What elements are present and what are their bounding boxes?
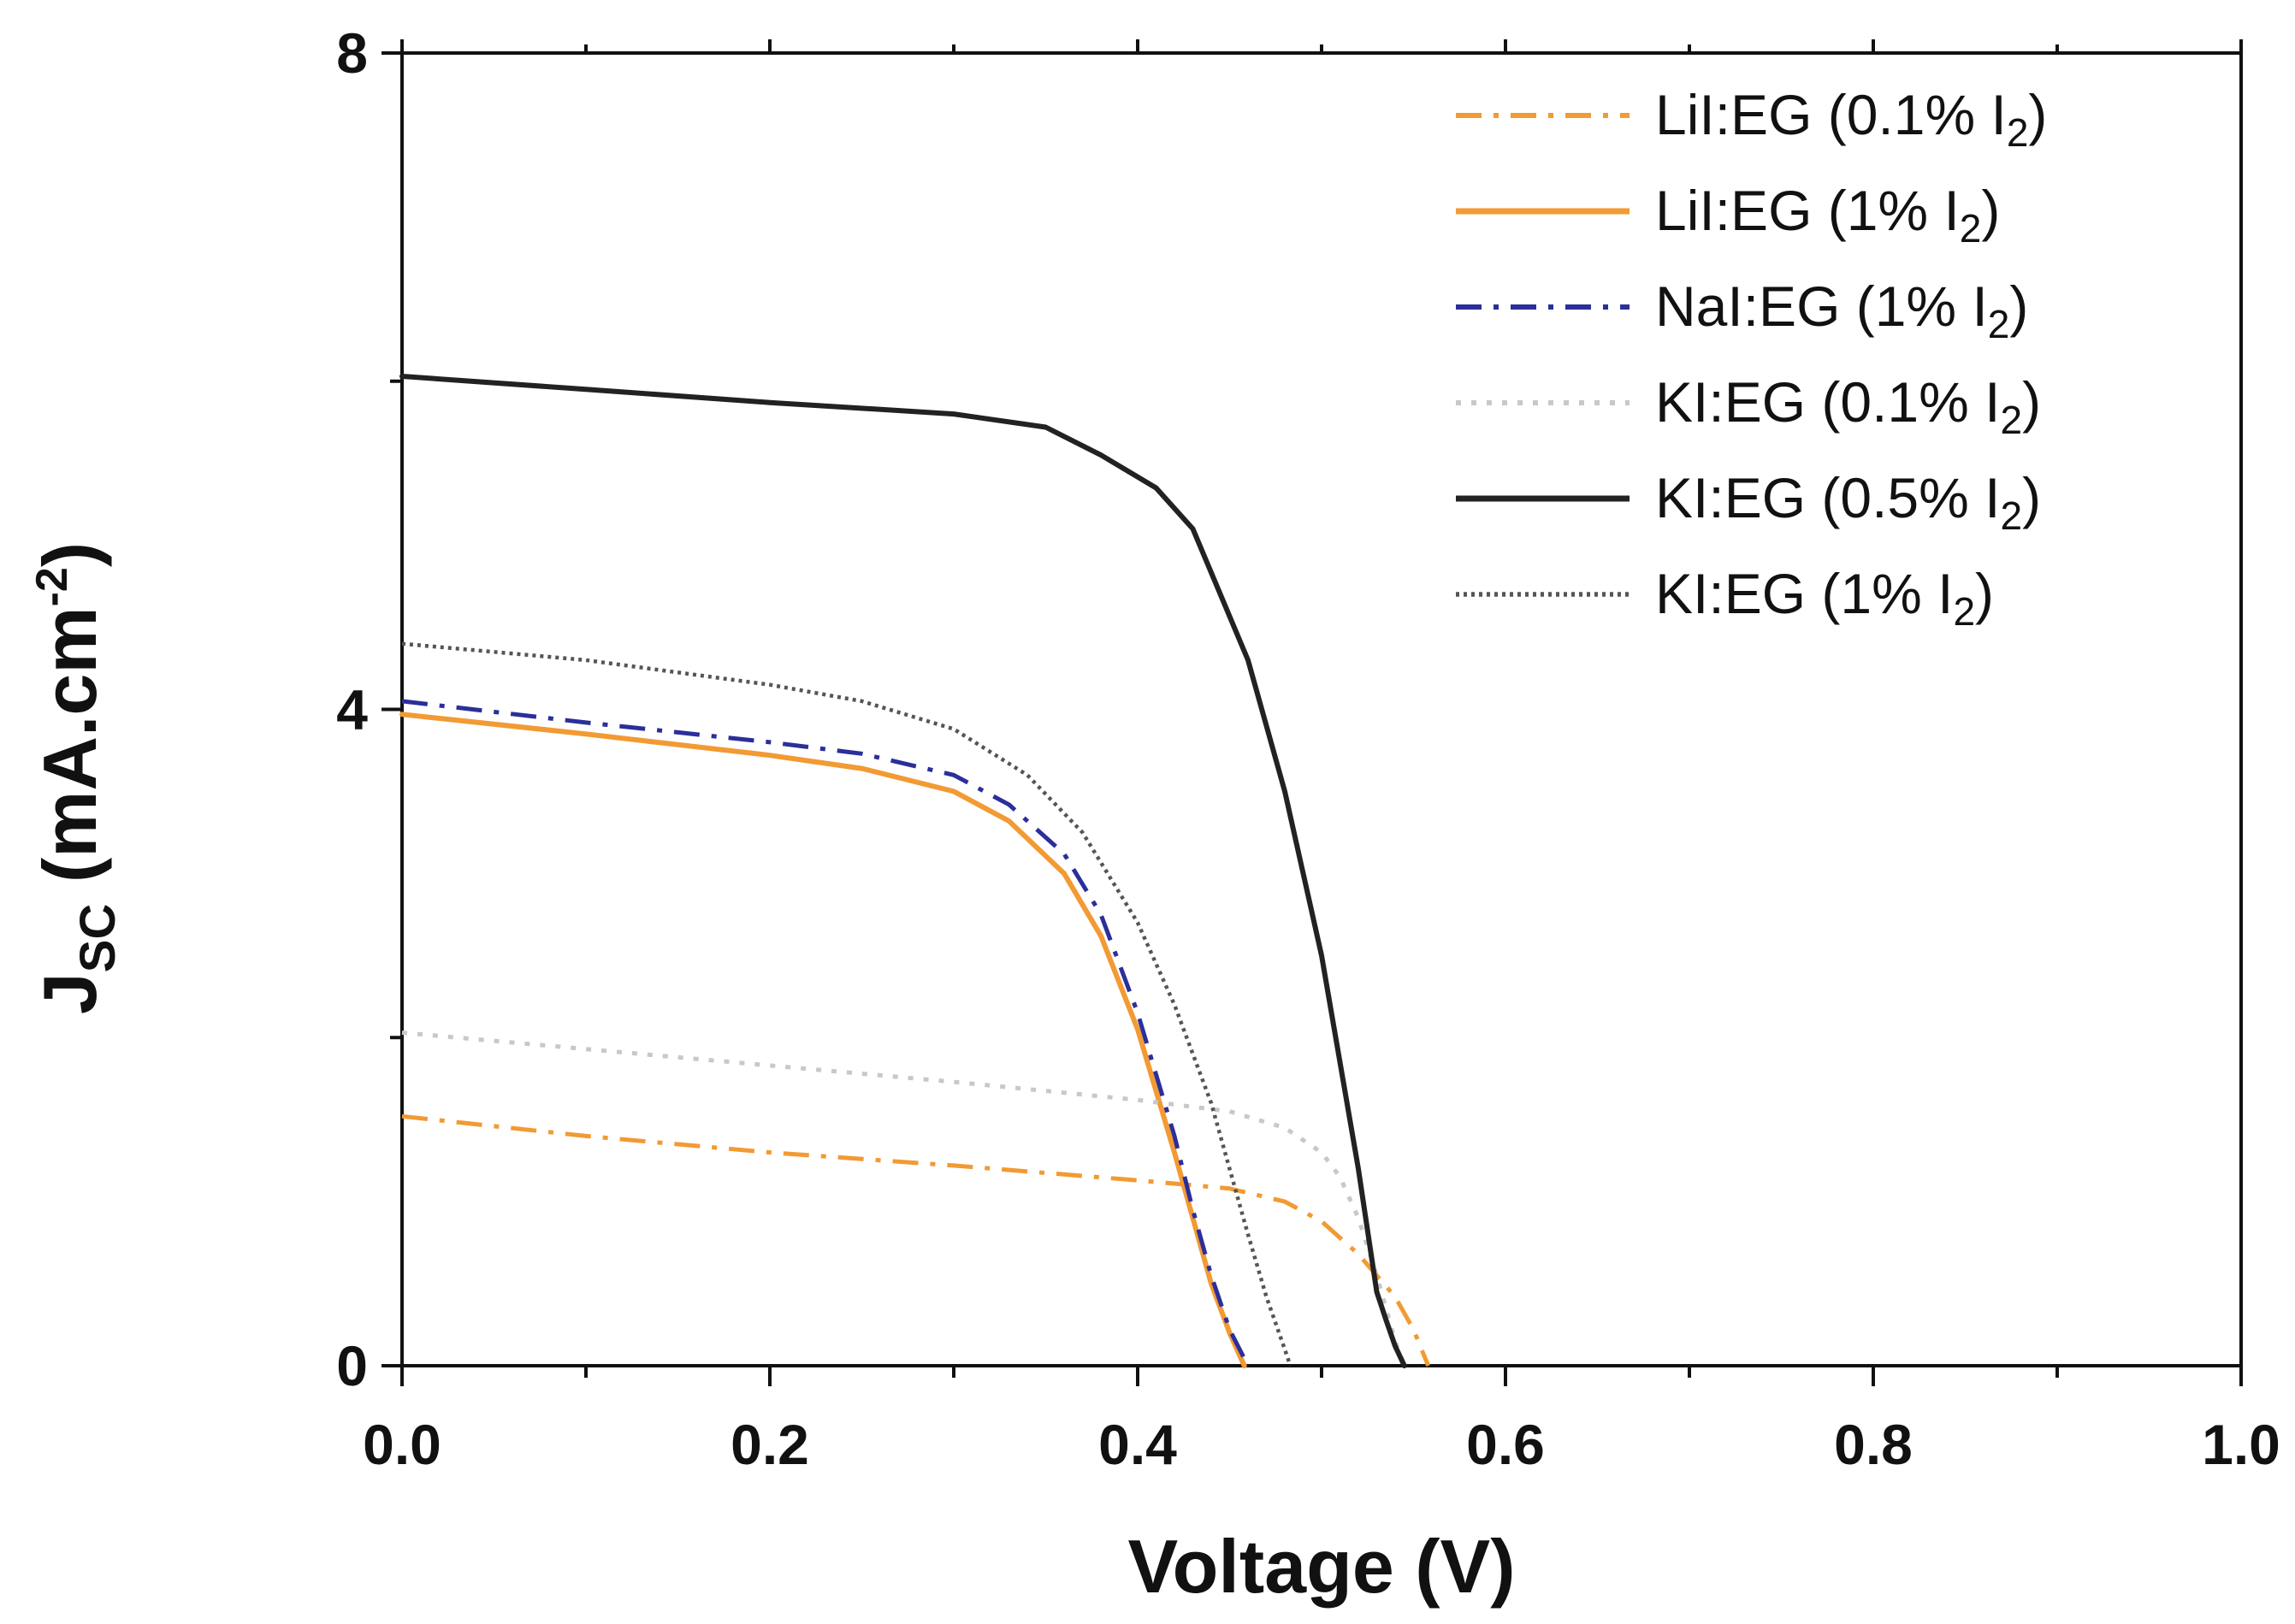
x-tick-label: 1.0	[2202, 1413, 2280, 1476]
axis-ticks: 0.0 0.2 0.4 0.6 0.8 1.0 0 4 8	[336, 21, 2280, 1476]
svg-text:JSC (mA.cm-2): JSC (mA.cm-2)	[27, 542, 126, 1014]
series-line-1	[401, 1113, 1431, 1367]
legend-label-6: KI:EG (1% I2)	[1655, 562, 1994, 634]
legend-label-2: LiI:EG (1% I2)	[1655, 179, 2000, 251]
y-axis-title-unit-sup: -2	[27, 567, 77, 606]
legend-label-subscript: 2	[1960, 206, 1982, 251]
legend-label-main: KI:EG (1% I	[1655, 562, 1953, 625]
series-line-4	[401, 1031, 1407, 1367]
legend-label-main: NaI:EG (1% I	[1655, 275, 1988, 338]
y-axis-title-sub: SC	[70, 904, 126, 973]
legend-label-subscript: 2	[1953, 589, 1975, 634]
x-tick-label: 0.8	[1834, 1413, 1913, 1476]
y-tick-label: 4	[336, 678, 368, 741]
legend-label-end: )	[2028, 83, 2047, 146]
legend-label-end: )	[2009, 275, 2028, 338]
series-group	[399, 374, 1431, 1368]
legend-label-4: KI:EG (0.1% I2)	[1655, 370, 2041, 442]
x-tick-label: 0.4	[1098, 1413, 1177, 1476]
legend-label-5: KI:EG (0.5% I2)	[1655, 466, 2041, 538]
series-line-5	[399, 374, 1407, 1368]
legend-label-main: LiI:EG (0.1% I	[1655, 83, 2007, 146]
legend-label-subscript: 2	[2000, 493, 2022, 538]
series-line-3	[401, 699, 1251, 1367]
legend-label-1: LiI:EG (0.1% I2)	[1655, 83, 2047, 155]
legend-label-main: KI:EG (0.5% I	[1655, 466, 2000, 529]
y-axis-title-main: J	[27, 972, 112, 1014]
y-tick-label: 8	[336, 21, 368, 85]
legend-label-main: KI:EG (0.1% I	[1655, 370, 2000, 434]
y-axis-title: JSC (mA.cm-2)	[27, 542, 126, 1014]
legend-label-end: )	[1975, 562, 1994, 625]
y-axis-title-unit-end: )	[27, 542, 112, 567]
legend-label-subscript: 2	[2007, 110, 2029, 155]
series-line-6	[401, 641, 1292, 1367]
legend-label-main: LiI:EG (1% I	[1655, 179, 1960, 242]
legend-label-end: )	[1981, 179, 2000, 242]
x-tick-label: 0.2	[730, 1413, 809, 1476]
legend-label-subscript: 2	[2000, 398, 2022, 442]
x-axis-title: Voltage (V)	[1127, 1524, 1515, 1609]
legend-label-3: NaI:EG (1% I2)	[1655, 275, 2028, 346]
x-tick-label: 0.6	[1466, 1413, 1545, 1476]
x-tick-label: 0.0	[363, 1413, 441, 1476]
legend: LiI:EG (0.1% I2)LiI:EG (1% I2)NaI:EG (1%…	[1456, 83, 2047, 634]
y-axis-title-unit: (mA.cm	[27, 606, 112, 903]
y-tick-label: 0	[336, 1334, 368, 1397]
legend-label-subscript: 2	[1988, 302, 2010, 346]
legend-label-end: )	[2022, 466, 2041, 529]
series-line-2	[399, 712, 1247, 1368]
legend-label-end: )	[2022, 370, 2041, 434]
